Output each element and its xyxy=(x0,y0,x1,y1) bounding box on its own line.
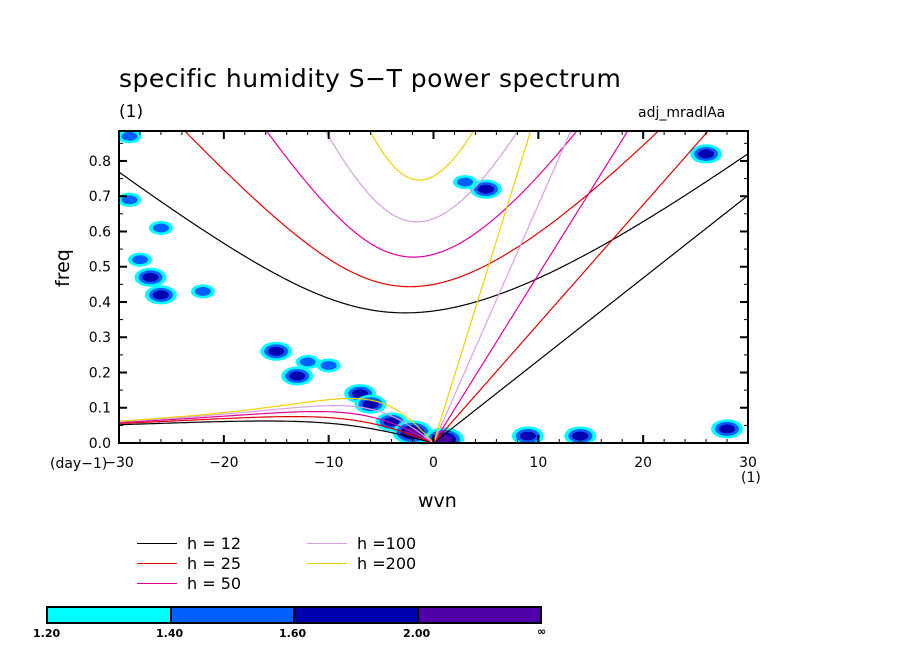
plot-frame xyxy=(118,130,749,444)
colorbar-segment xyxy=(418,608,540,622)
legend-swatch xyxy=(137,582,177,584)
legend-label: h = 25 xyxy=(187,553,242,573)
y-tick-label: 0.6 xyxy=(89,224,111,240)
legend-swatch xyxy=(137,562,177,564)
y-tick-label: 0.4 xyxy=(89,295,111,311)
contour-region xyxy=(194,286,211,296)
contour-region xyxy=(477,184,494,194)
kelvin-curve-h50 xyxy=(432,131,629,443)
legend-col-1: h = 12 h = 25 h = 50 xyxy=(137,533,241,593)
colorbar-label: 1.40 xyxy=(156,627,184,640)
inertio-gravity-curve-h50 xyxy=(265,131,578,258)
legend-label: h =200 xyxy=(357,553,417,573)
kelvin-curve-h25 xyxy=(433,131,709,443)
kelvin-curve-h12 xyxy=(433,195,748,443)
contour-region xyxy=(121,131,138,141)
x-tick-label: 20 xyxy=(634,455,652,471)
contour-region xyxy=(435,434,452,443)
legend-label: h =100 xyxy=(357,533,417,553)
run-name-label: adj_mradlAa xyxy=(638,105,726,121)
inertio-gravity-curve-h100 xyxy=(324,131,519,223)
colorbar-label: ∞ xyxy=(537,625,547,638)
colorbar-segment xyxy=(171,608,295,622)
y-axis-unit: (day−1) xyxy=(50,456,108,472)
x-tick-label: −30 xyxy=(104,455,134,471)
x-axis-label: wvn xyxy=(418,490,457,512)
colorbar-segment xyxy=(48,608,172,622)
colorbar-label: 1.20 xyxy=(33,627,61,640)
rossby-curve-h200 xyxy=(119,397,434,443)
colorbar-label: 2.00 xyxy=(403,627,431,640)
contour-region xyxy=(362,399,379,409)
x-tick-label: −20 xyxy=(209,455,239,471)
x-tick-label: 10 xyxy=(529,455,547,471)
legend-swatch xyxy=(307,542,347,544)
dispersion-curves-layer xyxy=(119,131,748,443)
contour-region xyxy=(456,177,473,187)
legend-label: h = 50 xyxy=(187,573,242,593)
y-tick-label: 0.5 xyxy=(89,260,111,276)
chart-subtitle: (1) xyxy=(119,102,144,122)
contour-region xyxy=(719,424,736,434)
contour-region xyxy=(320,360,337,370)
inertio-gravity-curve-h25 xyxy=(184,131,660,288)
chart-title: specific humidity S−T power spectrum xyxy=(119,64,622,93)
contour-region xyxy=(142,272,159,282)
contour-region xyxy=(131,255,148,265)
inertio-gravity-curve-h12 xyxy=(119,153,748,314)
legend-item-h100: h =100 xyxy=(307,533,416,553)
rossby-curve-h50 xyxy=(119,411,434,443)
contour-region xyxy=(289,371,306,381)
x-tick-label: 0 xyxy=(429,455,438,471)
legend-item-h50: h = 50 xyxy=(137,573,241,593)
contour-region xyxy=(519,431,536,441)
y-tick-label: 0.2 xyxy=(89,365,111,381)
colorbar-label: 1.60 xyxy=(279,627,307,640)
legend-swatch xyxy=(307,562,347,564)
x-tick-label: −10 xyxy=(314,455,344,471)
x-axis-unit: (1) xyxy=(741,470,761,486)
rossby-curve-h25 xyxy=(119,416,434,443)
contour-region xyxy=(572,431,589,441)
contour-region xyxy=(299,357,316,367)
legend-swatch xyxy=(137,542,177,544)
legend-item-h12: h = 12 xyxy=(137,533,241,553)
y-tick-label: 0.3 xyxy=(89,330,111,346)
legend-col-2: h =100 h =200 xyxy=(307,533,416,573)
contour-region xyxy=(268,346,285,356)
contour-region xyxy=(698,149,715,159)
y-tick-label: 0.8 xyxy=(89,154,111,170)
contour-region xyxy=(152,290,169,300)
contour-region xyxy=(152,223,169,233)
colorbar-segment xyxy=(295,608,419,622)
contour-region xyxy=(121,195,138,205)
colorbar xyxy=(46,606,542,624)
kelvin-curve-h100 xyxy=(432,131,572,443)
rossby-curve-h12 xyxy=(119,420,434,443)
x-tick-label: 30 xyxy=(739,455,757,471)
inertio-gravity-curve-h200 xyxy=(369,131,475,181)
legend-label: h = 12 xyxy=(187,533,242,553)
y-tick-label: 0.1 xyxy=(89,401,111,417)
y-tick-label: 0.0 xyxy=(89,436,111,452)
rossby-curve-h100 xyxy=(119,405,434,443)
legend-item-h200: h =200 xyxy=(307,553,416,573)
kelvin-curve-h200 xyxy=(432,131,532,443)
legend-item-h25: h = 25 xyxy=(137,553,241,573)
y-tick-label: 0.7 xyxy=(89,189,111,205)
